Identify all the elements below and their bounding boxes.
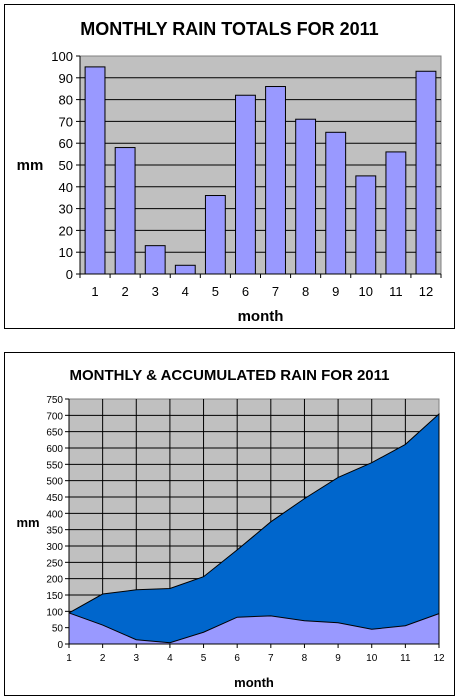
y-tick-label: 550: [46, 460, 63, 471]
y-tick-label: 90: [59, 71, 73, 86]
x-tick-label: 1: [91, 284, 98, 299]
y-tick-label: 500: [46, 477, 63, 488]
x-tick-label: 8: [302, 653, 308, 664]
x-tick-label: 4: [182, 284, 189, 299]
x-tick-label: 7: [268, 653, 274, 664]
bar: [174, 264, 196, 275]
bar: [325, 131, 347, 275]
y-tick-label: 300: [46, 542, 63, 553]
x-tick-label: 9: [335, 653, 341, 664]
y-tick-label: 450: [46, 493, 63, 504]
x-tick-label: 6: [234, 653, 240, 664]
x-tick-label: 5: [201, 653, 207, 664]
y-tick-label: 750: [46, 395, 63, 406]
bar: [265, 86, 286, 275]
bar: [114, 147, 136, 275]
chart-title: MONTHLY & ACCUMULATED RAIN FOR 2011: [69, 367, 390, 384]
y-tick-label: 70: [59, 114, 73, 129]
x-tick-label: 4: [167, 653, 173, 664]
y-axis-label: mm: [17, 157, 44, 174]
bar: [235, 94, 256, 275]
y-tick-label: 50: [59, 158, 73, 173]
x-tick-label: 12: [433, 653, 445, 664]
y-tick-label: 20: [59, 223, 73, 238]
x-tick-label: 12: [419, 284, 433, 299]
x-tick-label: 11: [400, 653, 411, 664]
y-tick-label: 80: [59, 93, 73, 108]
area-chart: 0 50 100 150 200 250 300 350 400 450 500 550 600 650 7…: [16, 395, 445, 690]
bar: [385, 151, 407, 275]
y-tick-label: 0: [57, 640, 63, 651]
bar: [204, 195, 226, 275]
x-tick-label: 5: [212, 284, 219, 299]
y-axis-label: mm: [16, 515, 39, 530]
bar: [415, 70, 437, 275]
y-tick-label: 150: [46, 591, 63, 602]
x-tick-label: 9: [332, 284, 339, 299]
y-tick-label: 0: [66, 267, 73, 282]
x-tick-label: 11: [389, 284, 403, 299]
y-tick-label: 600: [46, 444, 63, 455]
y-tick-label: 100: [46, 607, 63, 618]
y-tick-label: 10: [59, 245, 73, 260]
y-tick-label: 700: [46, 411, 63, 422]
x-tick-label: 6: [242, 284, 249, 299]
y-tick-label: 350: [46, 526, 63, 537]
y-tick-label: 250: [46, 558, 63, 569]
bar-chart-panel: MONTHLY RAIN TOTALS FOR 2011 0 10 20 30 40 50…: [4, 4, 455, 329]
bar: [144, 245, 166, 275]
y-tick-label: 40: [59, 180, 73, 195]
x-tick-label: 7: [272, 284, 279, 299]
x-tick-label: 8: [302, 284, 309, 299]
y-tick-label: 30: [59, 202, 73, 217]
y-tick-label: 100: [51, 49, 73, 64]
y-tick-label: 60: [59, 136, 73, 151]
accumulated-area: [68, 412, 440, 645]
x-tick-label: 3: [133, 653, 139, 664]
y-tick-label: 200: [46, 575, 63, 586]
x-tick-label: 1: [66, 653, 72, 664]
x-tick-label: 10: [366, 653, 378, 664]
monthly-area: [68, 612, 440, 645]
x-tick-label: 3: [152, 284, 159, 299]
x-axis-label: month: [234, 675, 274, 690]
x-tick-label: 2: [100, 653, 106, 664]
chart-title: MONTHLY RAIN TOTALS FOR 2011: [80, 19, 379, 39]
y-tick-label: 400: [46, 509, 63, 520]
x-axis-label: month: [238, 308, 284, 325]
bar: [84, 66, 106, 275]
bar: [295, 118, 317, 275]
y-tick-label: 650: [46, 428, 63, 439]
bar: [355, 175, 377, 275]
y-tick-label: 50: [52, 624, 64, 635]
x-tick-label: 2: [122, 284, 129, 299]
area-chart-panel: MONTHLY & ACCUMULATED RAIN FOR 2011 0 50 1…: [4, 352, 455, 696]
x-tick-label: 10: [359, 284, 373, 299]
